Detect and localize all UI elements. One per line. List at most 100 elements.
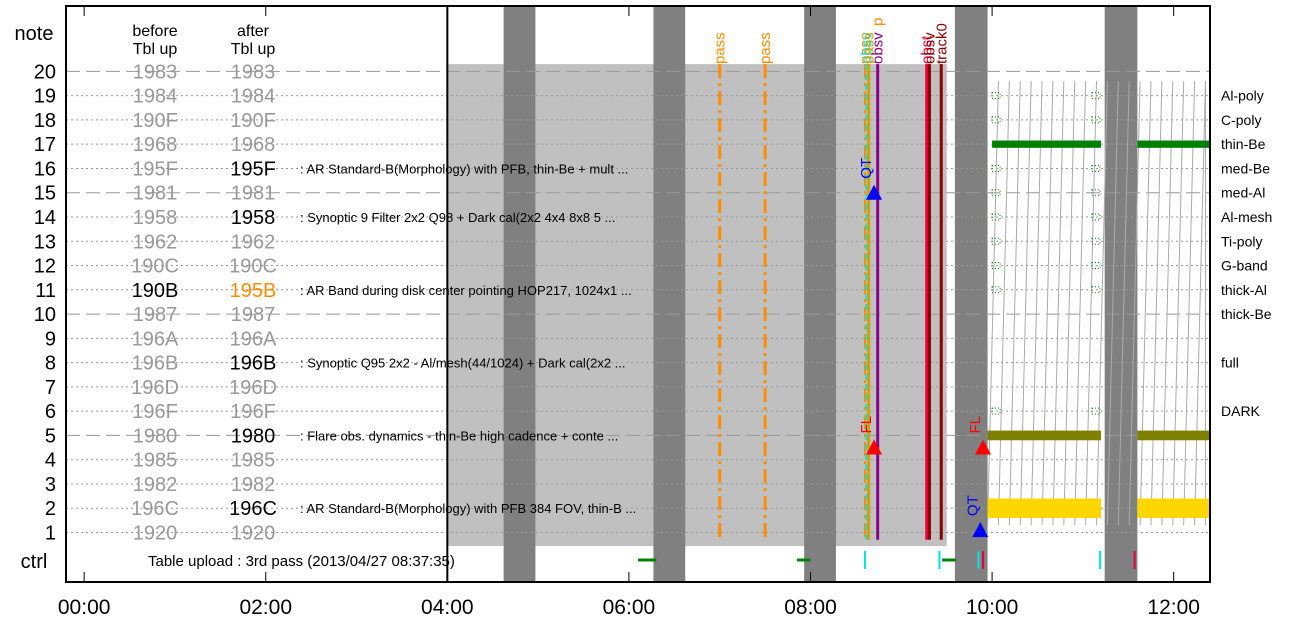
row-number: 7: [45, 377, 56, 399]
observation-bar: [988, 499, 1101, 518]
row-program-description: : Flare obs. dynamics - thin-Be high cad…: [300, 428, 618, 443]
col-header-before-line2: Tbl up: [133, 41, 178, 58]
row-after-table-id: 1958: [231, 207, 276, 229]
filter-label: thick-Al: [1221, 282, 1267, 298]
filter-label: DARK: [1221, 403, 1261, 419]
row-after-table-id: 1981: [231, 183, 276, 205]
filter-exposure-tick: [1092, 238, 1100, 244]
row-before-table-id: 1962: [133, 231, 178, 253]
night-band: [653, 6, 685, 582]
row-number: 15: [34, 183, 56, 205]
row-before-table-id: 1980: [133, 425, 178, 447]
row-number: 19: [34, 86, 56, 108]
row-after-table-id: 1985: [231, 450, 276, 472]
row-after-table-id: 196C: [229, 498, 277, 520]
observation-bar: [988, 431, 1101, 441]
pass-label: pass: [757, 32, 774, 64]
x-tick-label: 02:00: [239, 596, 292, 619]
row-number: 2: [45, 498, 56, 520]
row-before-table-id: 196A: [132, 328, 179, 350]
filter-label: thick-Be: [1221, 306, 1272, 322]
filter-label: C-poly: [1221, 112, 1261, 128]
pass-label: pass: [712, 32, 729, 64]
filter-label: med-Be: [1221, 160, 1270, 176]
filter-label: Al-mesh: [1221, 209, 1272, 225]
row-after-table-id: 1982: [231, 474, 276, 496]
filter-label: thin-Be: [1221, 136, 1266, 152]
row-after-table-id: 1983: [231, 61, 276, 83]
event-label: obsv: [870, 32, 887, 64]
row-before-table-id: 1983: [133, 61, 178, 83]
row-number: 3: [45, 474, 56, 496]
row-before-table-id: 196C: [131, 498, 179, 520]
row-number: 17: [34, 134, 56, 156]
row-before-table-id: 1982: [133, 474, 178, 496]
row-before-table-id: 1968: [133, 134, 178, 156]
row-before-table-id: 196D: [131, 377, 179, 399]
event-label: p: [870, 18, 887, 26]
event-marker-label: QT: [858, 158, 875, 179]
col-header-after-line2: Tbl up: [231, 41, 276, 58]
col-header-after-line1: after: [237, 23, 270, 40]
row-before-table-id: 190F: [132, 110, 178, 132]
row-before-table-id: 196F: [132, 401, 178, 423]
night-band: [1105, 6, 1138, 582]
row-after-table-id: 1920: [231, 523, 276, 545]
row-number: 13: [34, 231, 56, 253]
x-tick-label: 08:00: [784, 596, 837, 619]
row-after-table-id: 195F: [230, 158, 276, 180]
filter-label: med-Al: [1221, 185, 1265, 201]
row-program-description: : AR Standard-B(Morphology) with PFB 384…: [300, 501, 636, 516]
row-after-table-id: 1980: [231, 425, 276, 447]
row-before-table-id: 1958: [133, 207, 178, 229]
x-tick-label: 04:00: [421, 596, 474, 619]
row-before-table-id: 190C: [131, 256, 179, 278]
row-before-table-id: 1987: [133, 304, 178, 326]
row-program-description: : Synoptic Q95 2x2 - Al/mesh(44/1024) + …: [300, 356, 626, 371]
row-before-table-id: 1920: [133, 523, 178, 545]
row-number: 5: [45, 425, 56, 447]
col-header-before-line1: before: [132, 23, 177, 40]
observation-bar: [1137, 499, 1210, 518]
filter-label: full: [1221, 355, 1239, 371]
observation-bar: [1137, 431, 1210, 441]
row-before-table-id: 196B: [132, 353, 179, 375]
observation-bar: [992, 141, 1101, 148]
row-number: 9: [45, 328, 56, 350]
row-program-description: : AR Standard-B(Morphology) with PFB, th…: [300, 161, 628, 176]
row-number: 16: [34, 158, 56, 180]
row-before-table-id: 195F: [132, 158, 178, 180]
row-number: 4: [45, 450, 56, 472]
x-tick-label: 10:00: [966, 596, 1019, 619]
row-program-description: : Synoptic 9 Filter 2x2 Q98 + Dark cal(2…: [300, 210, 615, 225]
filter-exposure-tick: [1092, 287, 1100, 293]
row-after-table-id: 190C: [229, 256, 277, 278]
filter-label: Al-poly: [1221, 88, 1264, 104]
filter-label: G-band: [1221, 258, 1268, 274]
event-marker-label: QT: [964, 495, 981, 516]
row-after-table-id: 196D: [229, 377, 277, 399]
row-before-table-id: 190B: [132, 280, 179, 302]
row-after-table-id: 196B: [230, 353, 277, 375]
row-after-table-id: 1962: [231, 231, 276, 253]
row-after-table-id: 196A: [230, 328, 277, 350]
row-number: 18: [34, 110, 56, 132]
row-after-table-id: 196F: [230, 401, 276, 423]
event-marker-label: FL: [858, 416, 875, 434]
filter-label: Ti-poly: [1221, 233, 1263, 249]
row-after-table-id: 195B: [230, 280, 277, 302]
row-after-table-id: 1984: [231, 86, 276, 108]
row-number: 8: [45, 353, 56, 375]
x-tick-label: 00:00: [58, 596, 111, 619]
row-program-description: : AR Band during disk center pointing HO…: [300, 283, 632, 298]
row-number: 20: [34, 61, 56, 83]
ctrl-row-label: ctrl: [21, 551, 48, 573]
row-number: 11: [35, 280, 56, 302]
y-axis-title: note: [15, 23, 54, 45]
x-tick-label: 12:00: [1147, 596, 1200, 619]
row-before-table-id: 1984: [133, 86, 178, 108]
row-number: 14: [34, 207, 56, 229]
row-before-table-id: 1981: [133, 183, 178, 205]
row-after-table-id: 1987: [231, 304, 276, 326]
